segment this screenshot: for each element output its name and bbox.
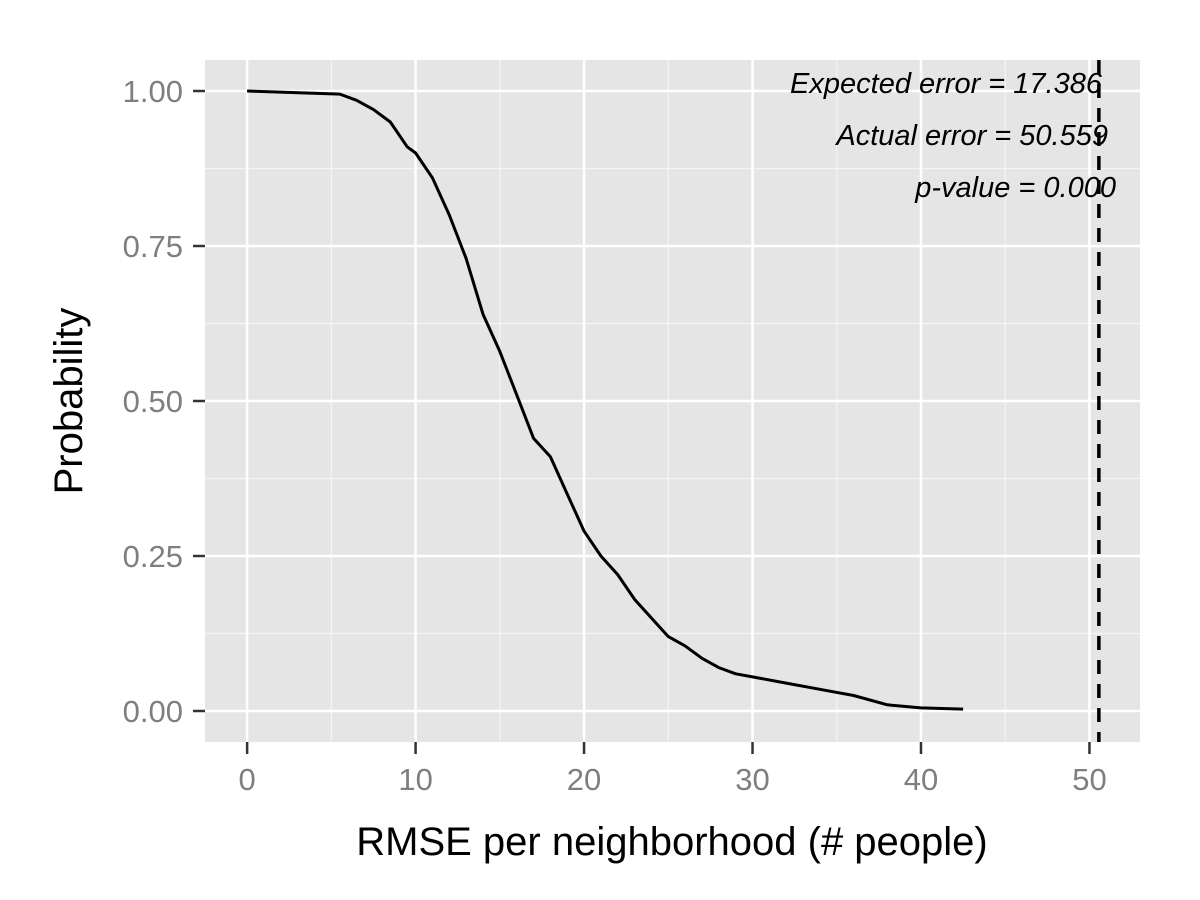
x-tick-label: 30: [735, 762, 769, 797]
x-tick-label: 40: [904, 762, 938, 797]
x-tick-label: 0: [238, 762, 255, 797]
x-tick-label: 10: [398, 762, 432, 797]
x-tick-label: 50: [1072, 762, 1106, 797]
y-tick-label: 0.50: [123, 384, 183, 419]
major-gridlines: [205, 60, 1140, 742]
x-tick-label: 20: [567, 762, 601, 797]
axis-ticks: [193, 89, 1091, 754]
x-axis-title: RMSE per neighborhood (# people): [356, 820, 988, 864]
axis-tick-labels: 0 10 20 30 40 50 0.00 0.25 0.50 0.75 1.00: [123, 74, 1107, 797]
y-tick-label: 1.00: [123, 74, 183, 109]
annotation-actual-error: Actual error = 50.559: [834, 120, 1108, 152]
y-tick-label: 0.00: [123, 694, 183, 729]
y-axis-title: Probability: [47, 308, 91, 495]
y-tick-label: 0.75: [123, 229, 183, 264]
y-tick-label: 0.25: [123, 539, 183, 574]
annotation-p-value: p-value = 0.000: [914, 172, 1116, 204]
series-line: [247, 89, 964, 711]
annotation-expected-error: Expected error = 17.386: [790, 68, 1103, 100]
